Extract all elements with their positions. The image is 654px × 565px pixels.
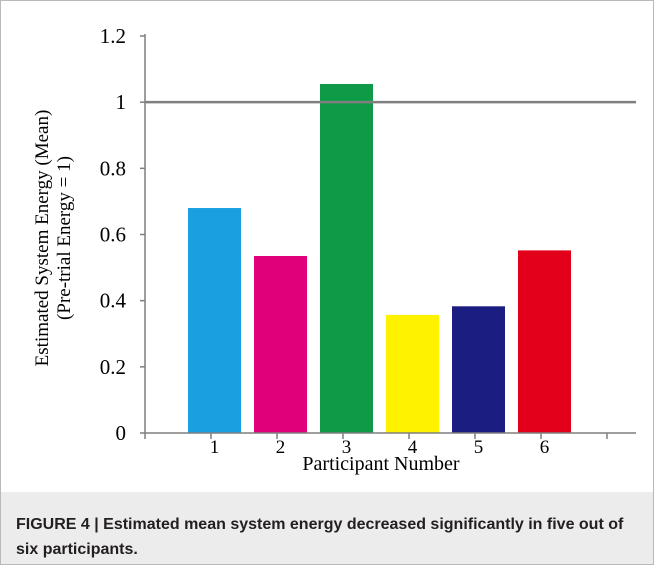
x-tick-label: 1	[210, 437, 220, 458]
bar-participant-5	[452, 306, 505, 433]
x-tick-label: 5	[474, 437, 484, 458]
x-tick-label: 6	[540, 437, 550, 458]
x-axis-label: Participant Number	[302, 453, 460, 475]
bar-participant-6	[518, 250, 571, 433]
y-tick-label: 0	[116, 421, 127, 445]
x-tick-label: 3	[342, 437, 352, 458]
bar-chart: Estimated System Energy (Mean) (Pre-trial…	[32, 24, 636, 475]
y-axis-label-line: Estimated System Energy (Mean)	[32, 110, 53, 367]
y-axis-ticks: 0 0.2 0.4 0.6 0.8 1 1.2	[100, 24, 145, 445]
y-tick-label: 1	[116, 90, 127, 114]
caption-background	[1, 492, 653, 564]
bars-group	[188, 83, 571, 434]
y-tick-label: 0.2	[100, 355, 126, 379]
x-tick-label: 4	[408, 437, 418, 458]
y-tick-label: 0.6	[100, 223, 126, 247]
y-axis-label-line: (Pre-trial Energy = 1)	[54, 156, 75, 320]
bar-participant-3	[320, 83, 373, 434]
figure-caption: FIGURE 4 | Estimated mean system energy …	[16, 516, 624, 558]
bar-participant-4	[386, 314, 439, 433]
y-tick-label: 0.4	[100, 289, 127, 313]
bar-participant-2	[254, 256, 307, 433]
y-axis-label: Estimated System Energy (Mean) (Pre-trial…	[32, 110, 75, 367]
axes-group	[144, 34, 636, 434]
y-tick-label: 0.8	[100, 156, 126, 180]
y-tick-label: 1.2	[100, 24, 126, 48]
x-tick-label: 2	[276, 437, 286, 458]
bar-participant-1	[188, 208, 241, 433]
x-axis-ticks: 1 2 3 4 5 6	[144, 433, 608, 458]
